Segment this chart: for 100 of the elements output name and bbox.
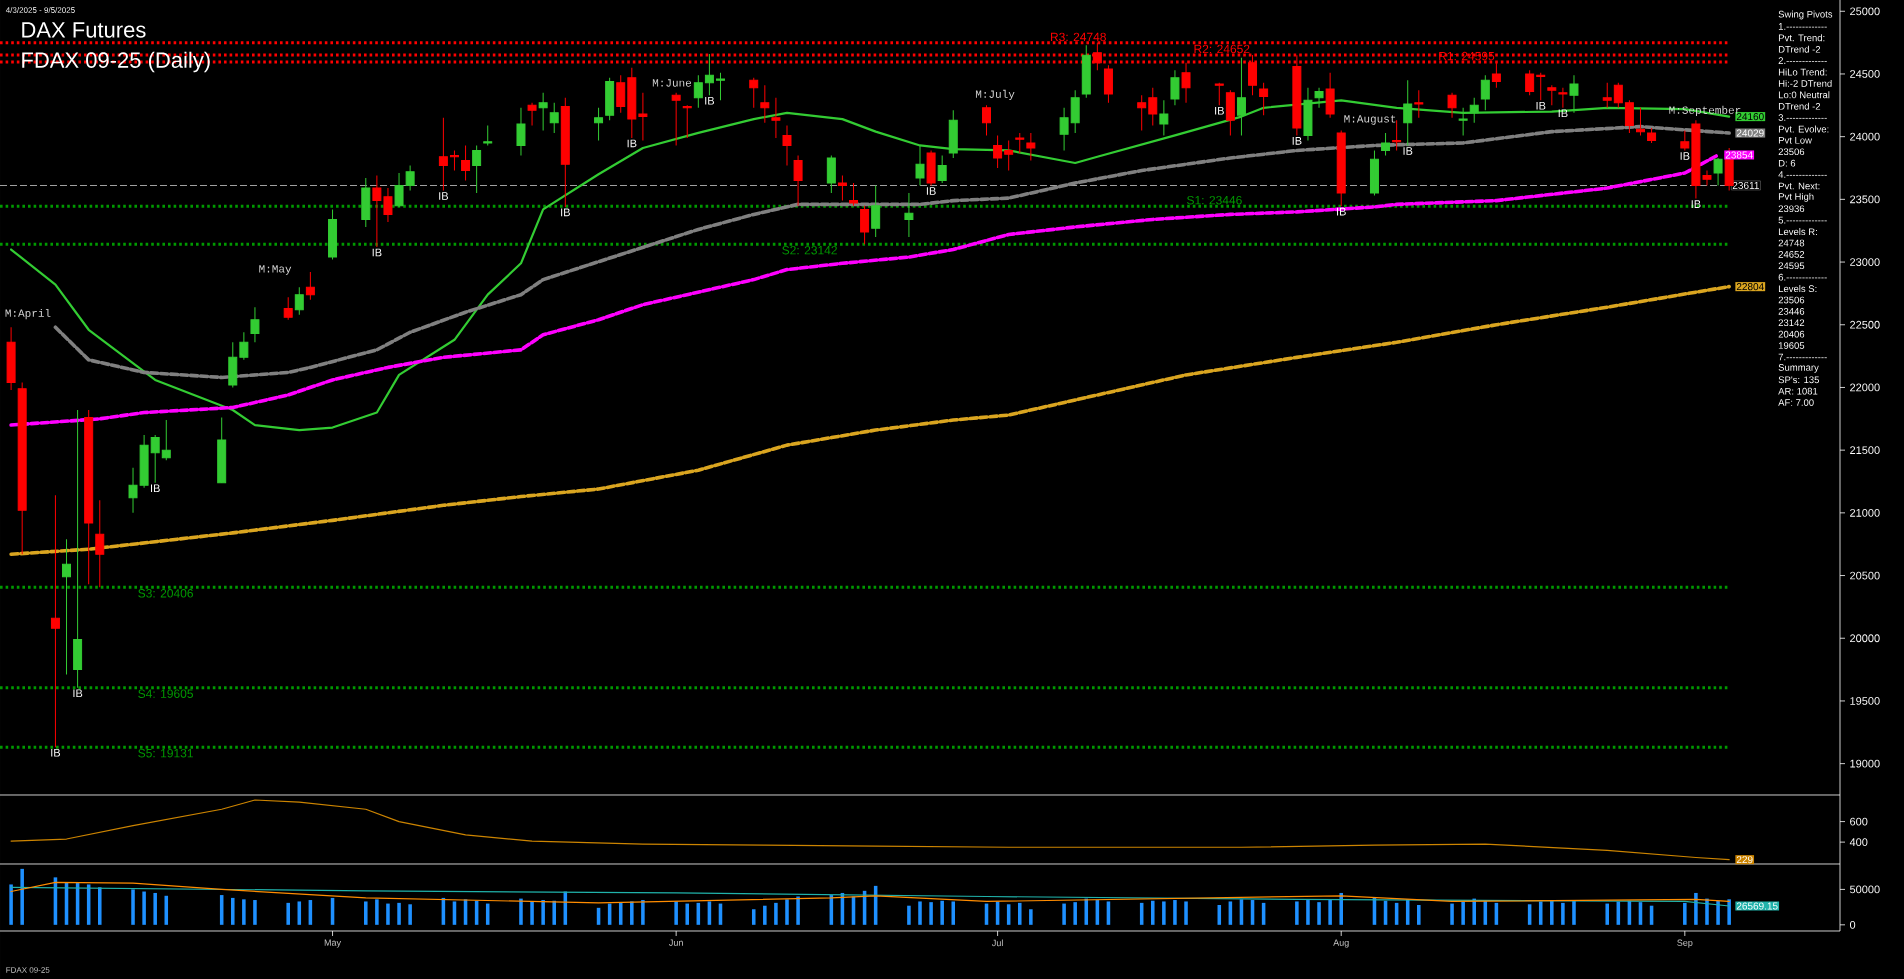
bar <box>20 868 24 925</box>
candlestick <box>538 92 548 131</box>
annotation: 3.------------- <box>1778 114 1827 121</box>
bar <box>541 900 545 925</box>
y-tick-label: 600 <box>1850 817 1868 826</box>
bar <box>131 889 135 925</box>
candlestick <box>150 434 160 484</box>
annotation: 5.------------- <box>1778 216 1827 224</box>
annotation: 19605 <box>1778 342 1805 349</box>
annotation: 23142 <box>1778 319 1805 327</box>
candlestick <box>461 144 471 182</box>
x-tick-label: Sep <box>1677 939 1693 948</box>
candlestick <box>84 409 94 585</box>
annotation: 4/3/2025 - 9/5/2025 <box>5 7 75 13</box>
candlestick <box>638 92 648 141</box>
bar <box>774 902 778 925</box>
y-tick-label: 19500 <box>1850 697 1880 705</box>
candlestick <box>17 381 27 555</box>
candlestick <box>228 341 238 388</box>
candlestick <box>50 494 60 748</box>
annotation: HiLo Trend: <box>1778 68 1827 76</box>
bar <box>1450 903 1454 925</box>
candlestick <box>693 74 703 109</box>
candlestick <box>283 296 293 321</box>
candlestick <box>250 306 260 343</box>
annotation: 24595 <box>1778 262 1805 270</box>
annotation: IB <box>926 187 936 195</box>
candlestick <box>605 77 615 121</box>
bar <box>1339 892 1343 925</box>
bar <box>918 901 922 925</box>
candlestick <box>837 175 847 202</box>
candlestick <box>217 417 227 484</box>
bar <box>1062 903 1066 925</box>
bar <box>1295 901 1299 925</box>
bar <box>9 884 13 925</box>
bar <box>364 901 368 925</box>
bar <box>685 903 690 925</box>
candlestick <box>1170 69 1180 106</box>
candlestick <box>749 77 759 109</box>
bar <box>153 892 157 925</box>
bar <box>408 904 412 925</box>
annotation: Pvt. Evolve: <box>1778 125 1829 133</box>
x-tick-label: May <box>324 939 342 948</box>
annotation: IB <box>1680 152 1690 160</box>
candlestick <box>161 419 171 461</box>
bar <box>242 899 246 925</box>
candlestick <box>860 205 870 245</box>
annotation: IB <box>1536 102 1546 110</box>
bar <box>1716 900 1720 925</box>
candlestick <box>760 84 770 124</box>
ref-line-label: R3: 24748 <box>1050 32 1106 42</box>
candlestick <box>1680 129 1690 151</box>
annotation: AR: 1081 <box>1778 387 1818 395</box>
annotation: 24652 <box>1778 251 1805 258</box>
data-label: 26569.15 <box>1736 902 1778 910</box>
annotation: 2.------------- <box>1778 57 1827 64</box>
bar <box>530 901 534 925</box>
bar <box>951 901 956 925</box>
annotation: 7.------------- <box>1778 353 1827 361</box>
text: DAX Futures <box>22 22 146 38</box>
bar <box>1017 902 1022 925</box>
line-series <box>10 886 1730 907</box>
bar <box>98 887 102 925</box>
candlestick <box>627 67 637 139</box>
annotation: AF: 7.00 <box>1778 399 1814 406</box>
annotation: Pvt Low <box>1778 137 1812 144</box>
candlestick <box>1647 127 1657 144</box>
bar <box>1317 902 1321 925</box>
annotation: Summary <box>1778 364 1819 373</box>
bar <box>1073 902 1077 925</box>
bar <box>386 903 390 925</box>
y-tick-label: 25000 <box>1850 7 1880 16</box>
candlestick <box>993 134 1003 169</box>
y-tick-label: 22000 <box>1850 383 1880 392</box>
ref-line-label: S1: 23446 <box>1187 195 1242 205</box>
annotation: IB <box>73 689 83 698</box>
candlestick <box>1137 94 1147 131</box>
bar <box>1306 900 1310 925</box>
annotation: 23506 <box>1778 296 1805 304</box>
annotation: 23506 <box>1778 148 1805 156</box>
annotation: 23446 <box>1778 308 1805 315</box>
candlestick <box>1447 92 1457 119</box>
annotation: IB <box>439 192 448 200</box>
annotation: IB <box>1691 200 1701 208</box>
candlestick <box>305 271 315 301</box>
candlestick <box>1159 99 1169 136</box>
candlestick <box>449 149 459 172</box>
ref-line-label: S4: 19605 <box>138 689 193 698</box>
bar <box>907 905 911 925</box>
bar <box>940 900 944 925</box>
candlestick <box>328 208 338 261</box>
annotation: 24748 <box>1778 239 1805 247</box>
annotation: DTrend -2 <box>1778 45 1821 53</box>
y-tick-label: 22500 <box>1850 320 1880 329</box>
y-tick-label: 0 <box>1849 920 1856 929</box>
ref-line-label: S5: 19131 <box>138 748 193 758</box>
bar <box>1162 901 1166 925</box>
annotation: IB <box>705 96 715 105</box>
candlestick <box>483 124 493 146</box>
annotation: Levels R: <box>1778 228 1817 236</box>
